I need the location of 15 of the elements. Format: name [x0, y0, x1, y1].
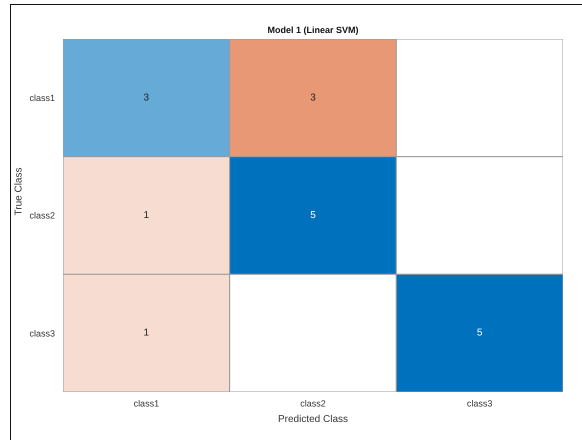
data-label: 5 — [476, 328, 483, 339]
x-axis-title: Predicted Class — [278, 414, 348, 425]
data-label: 5 — [310, 210, 316, 221]
x-tick-label: class2 — [300, 398, 326, 408]
y-tick-label: class3 — [29, 328, 55, 338]
x-tick-label: class1 — [134, 398, 160, 408]
data-label: 3 — [310, 92, 316, 104]
data-label: 3 — [144, 92, 150, 104]
chart-title: Model 1 (Linear SVM) — [266, 25, 360, 35]
data-label: 1 — [144, 328, 150, 339]
y-tick-label: class1 — [29, 93, 55, 104]
data-label: 1 — [144, 210, 150, 221]
y-tick-label: class2 — [29, 210, 55, 221]
y-axis-title: True Class — [14, 168, 25, 216]
x-tick-label: class3 — [466, 398, 492, 408]
